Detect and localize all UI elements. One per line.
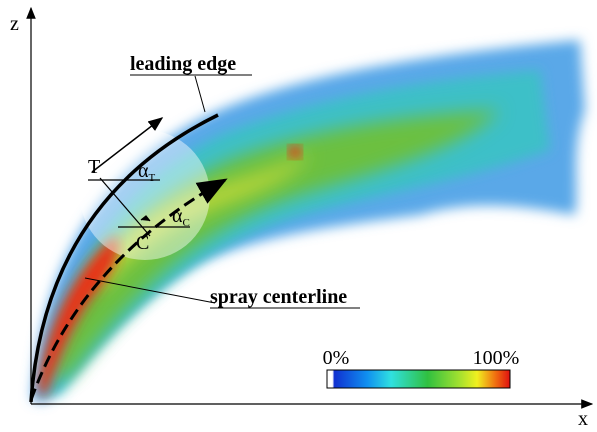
leading-edge-label: leading edge <box>130 53 236 75</box>
z-axis-label: z <box>10 13 19 35</box>
x-axis-label: x <box>578 408 588 430</box>
leader-line <box>195 76 205 112</box>
point-t: T <box>88 156 100 178</box>
spray-centerline-label: spray centerline <box>210 286 347 308</box>
point-c: C <box>136 232 149 254</box>
colorbar-tick-label: 100% <box>473 347 520 369</box>
colorbar <box>327 370 510 388</box>
figure: z x T C αT αC leading edge spray centerl… <box>0 0 597 432</box>
colorbar-tick-label: 0% <box>323 347 350 369</box>
